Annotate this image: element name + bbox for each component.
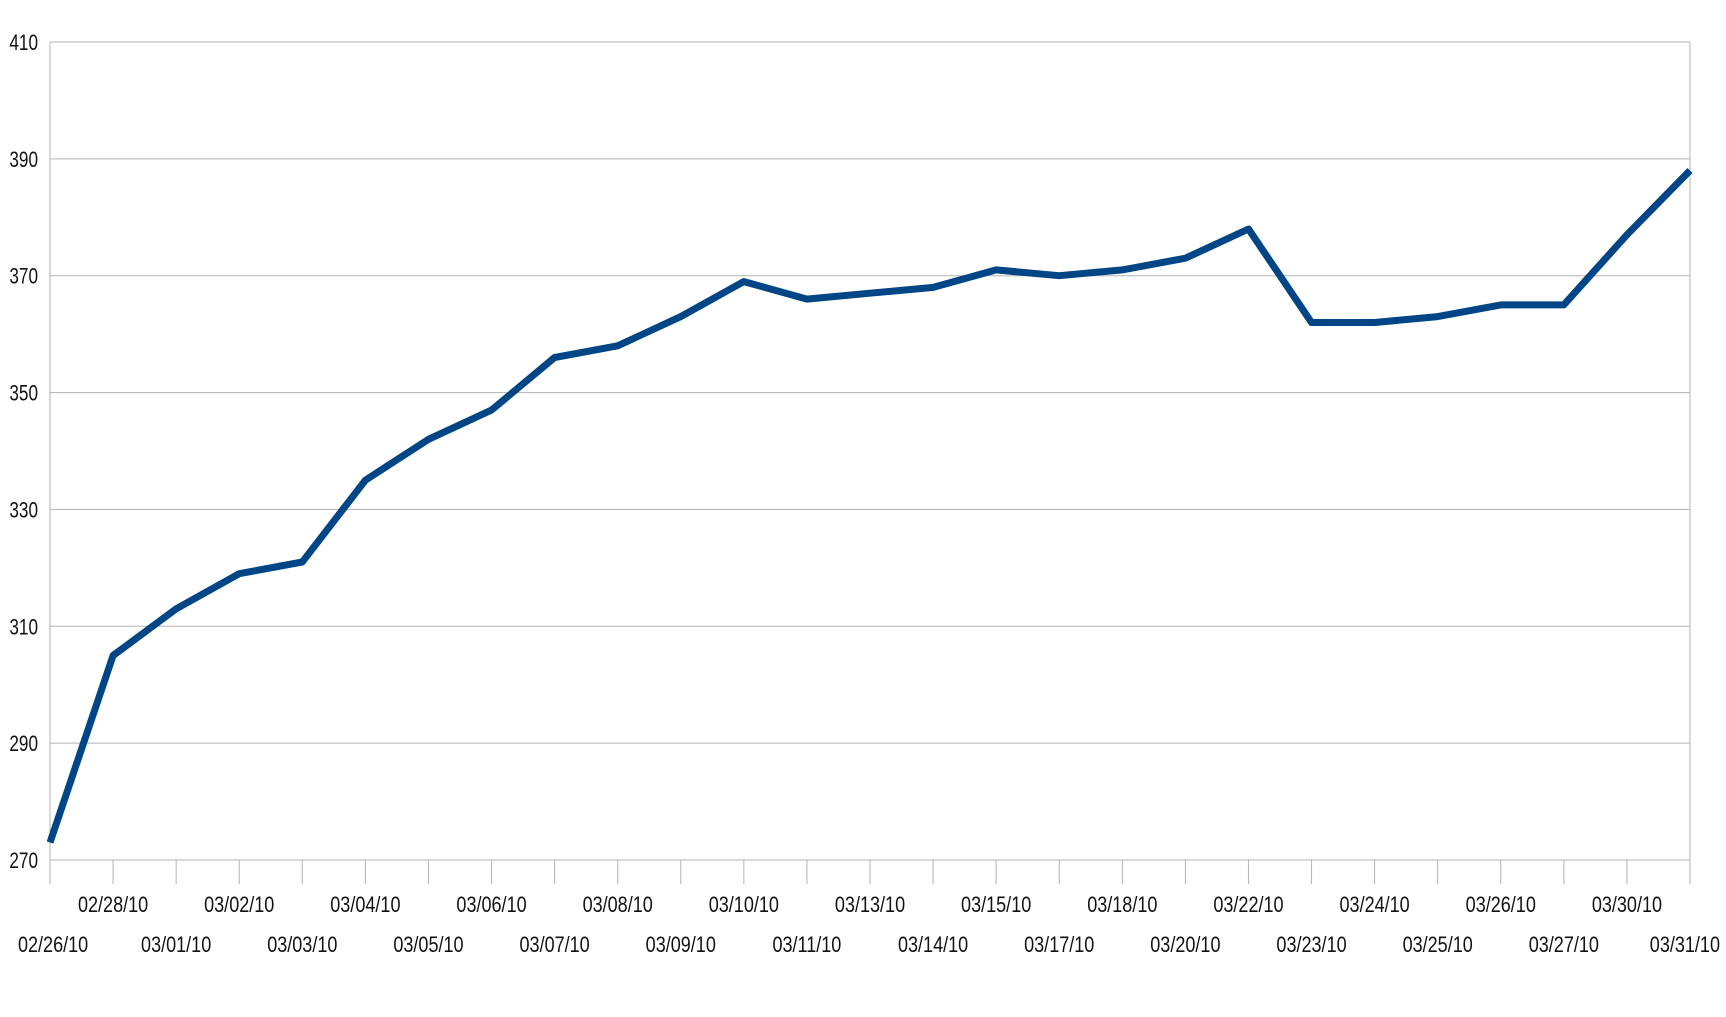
x-tick-label: 03/17/10 — [1024, 933, 1094, 957]
data-point — [1056, 273, 1062, 279]
y-tick-label: 290 — [9, 732, 38, 757]
x-tick-label: 02/28/10 — [78, 893, 148, 917]
grid-layer — [50, 41, 1690, 861]
data-point — [1309, 319, 1315, 325]
x-tick-label: 03/15/10 — [961, 893, 1031, 917]
data-point — [1624, 232, 1630, 238]
x-tick-label: 03/13/10 — [835, 893, 905, 917]
data-point — [741, 279, 747, 285]
y-tick-label: 370 — [9, 265, 38, 290]
x-tick-label: 03/30/10 — [1592, 893, 1662, 917]
data-point — [867, 290, 873, 296]
x-tick-label: 03/04/10 — [330, 893, 400, 917]
data-point — [1435, 314, 1441, 320]
data-point — [552, 355, 558, 361]
y-tick-label: 310 — [9, 615, 38, 640]
x-tick-label: 03/06/10 — [456, 893, 526, 917]
x-tick-label: 03/02/10 — [204, 893, 274, 917]
x-tick-label: 03/03/10 — [267, 933, 337, 957]
x-tick-label: 02/26/10 — [18, 933, 88, 957]
data-point — [489, 407, 495, 413]
data-point — [1245, 226, 1251, 232]
x-tick-label: 03/14/10 — [898, 933, 968, 957]
x-tick-label: 03/24/10 — [1340, 893, 1410, 917]
data-point — [993, 267, 999, 273]
data-point — [1372, 319, 1378, 325]
data-point — [678, 314, 684, 320]
data-point — [1119, 267, 1125, 273]
x-tick-label: 03/11/10 — [772, 933, 841, 957]
data-point — [1687, 168, 1693, 174]
y-tick-label: 350 — [9, 382, 38, 407]
data-point — [1182, 255, 1188, 261]
x-tick-label: 03/20/10 — [1150, 933, 1220, 957]
y-tick-label: 390 — [9, 148, 38, 173]
data-point — [930, 284, 936, 290]
x-tick-label: 03/31/10 — [1650, 933, 1720, 957]
data-point — [1561, 302, 1567, 308]
x-tick-label: 03/27/10 — [1529, 933, 1599, 957]
data-point — [173, 606, 179, 612]
data-point — [804, 296, 810, 302]
y-tick-label: 270 — [9, 849, 38, 874]
x-tick-label: 03/09/10 — [646, 933, 716, 957]
y-tick-label: 330 — [9, 498, 38, 523]
x-tick-label: 03/10/10 — [709, 893, 779, 917]
x-tick-label: 03/26/10 — [1466, 893, 1536, 917]
data-point — [362, 477, 368, 483]
x-tick-label: 03/23/10 — [1276, 933, 1346, 957]
x-tick-label: 03/22/10 — [1213, 893, 1283, 917]
data-point — [299, 559, 305, 565]
data-point — [110, 653, 116, 659]
series-line — [46, 168, 1693, 844]
data-point — [425, 436, 431, 442]
y-tick-label: 410 — [9, 31, 38, 56]
x-tick-label: 03/25/10 — [1403, 933, 1473, 957]
data-point — [615, 343, 621, 349]
x-tick-label: 03/07/10 — [520, 933, 590, 957]
x-tick-label: 03/01/10 — [141, 933, 211, 957]
data-point — [47, 839, 53, 845]
x-tick-label: 03/08/10 — [583, 893, 653, 917]
x-tick-label: 03/18/10 — [1087, 893, 1157, 917]
axis-layer — [49, 42, 1691, 884]
series-layer — [46, 168, 1693, 845]
x-tick-label: 03/05/10 — [393, 933, 463, 957]
data-point — [236, 571, 242, 577]
y-tick-labels: 270 290 310 330 350 370 390 410 — [9, 31, 38, 874]
x-tick-labels: 02/26/10 02/28/10 03/01/10 03/02/10 03/03/10… — [18, 893, 1720, 957]
data-point — [1498, 302, 1504, 308]
